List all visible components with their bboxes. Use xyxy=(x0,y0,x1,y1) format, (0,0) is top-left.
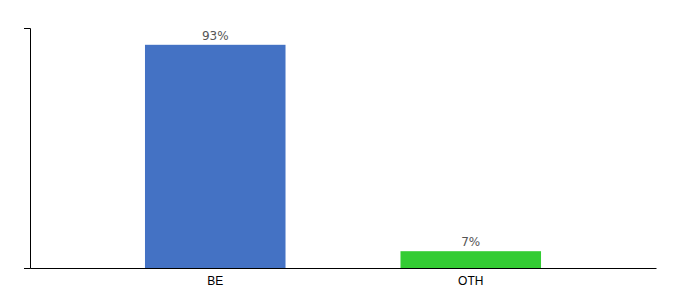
data-label: 7% xyxy=(461,235,480,249)
data-label: 93% xyxy=(202,29,229,43)
y-axis-line xyxy=(24,29,31,269)
bar xyxy=(145,45,286,268)
x-tick-label: BE xyxy=(207,274,223,288)
x-axis-line xyxy=(31,268,657,269)
y-axis xyxy=(24,29,31,269)
plot-area: BE OTH 93% 7% xyxy=(24,29,657,289)
chart: BE OTH 93% 7% xyxy=(0,0,680,300)
bar xyxy=(400,251,541,268)
x-tick: OTH xyxy=(458,274,483,288)
x-axis: BE OTH xyxy=(31,269,657,289)
x-tick-label: OTH xyxy=(458,274,483,288)
x-tick: BE xyxy=(207,274,223,288)
data-labels: 93% 7% xyxy=(202,29,480,249)
bars xyxy=(145,45,541,268)
